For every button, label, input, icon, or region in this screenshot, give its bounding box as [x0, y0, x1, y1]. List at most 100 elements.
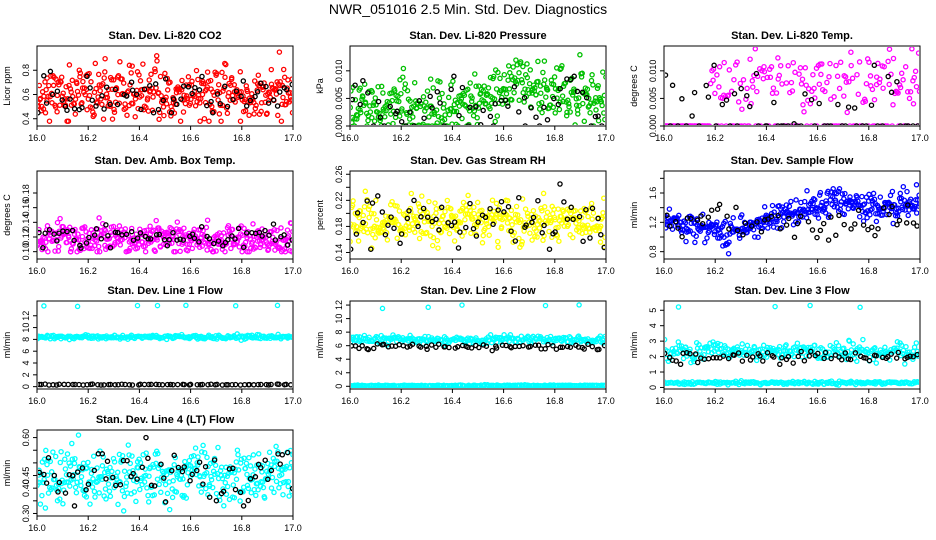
x-tick-label: 16.0	[341, 396, 359, 406]
data-point-reference	[771, 99, 777, 106]
data-point-main	[120, 508, 127, 514]
data-point-main	[566, 103, 572, 110]
data-point-reference	[357, 101, 363, 108]
y-tick-label: 1	[648, 370, 658, 375]
data-point-main	[510, 64, 516, 70]
data-point-main	[92, 494, 98, 500]
data-point-reference	[667, 223, 673, 229]
data-point-main	[423, 229, 430, 236]
data-point-main	[834, 123, 840, 125]
data-point-main	[788, 198, 794, 205]
data-point-reference	[284, 242, 291, 248]
panel-title: Stan. Dev. Li-820 Temp.	[731, 30, 853, 42]
data-point-main	[394, 203, 400, 209]
data-point-main	[180, 476, 186, 482]
data-point-main	[587, 229, 593, 235]
data-point-main	[93, 85, 99, 92]
data-point-reference	[122, 381, 128, 388]
data-point-main	[181, 225, 187, 231]
data-point-main	[289, 248, 292, 255]
y-axis-label: Licor ppm	[2, 66, 12, 106]
data-point-main	[157, 73, 164, 80]
data-point-main	[601, 110, 605, 116]
data-point-reference	[886, 211, 892, 218]
data-point-main	[78, 482, 84, 489]
data-point-reference	[738, 85, 744, 92]
data-point-main	[570, 234, 576, 241]
data-point-main	[906, 95, 913, 102]
data-point-reference	[436, 227, 442, 233]
data-point-main	[95, 243, 102, 250]
data-point-reference	[137, 230, 144, 236]
data-point-reference	[599, 123, 605, 125]
data-point-reference	[860, 222, 867, 228]
x-tick-label: 16.0	[655, 266, 673, 276]
data-point-main	[895, 90, 901, 96]
data-point-main	[57, 496, 63, 502]
data-point-reference	[851, 105, 858, 111]
data-point-reference	[492, 101, 498, 107]
data-point-main	[371, 118, 378, 124]
data-point-main	[909, 47, 915, 52]
y-tick-label: 0.005	[648, 87, 658, 110]
data-point-main	[269, 474, 276, 481]
data-point-reference	[797, 213, 804, 220]
data-point-main	[281, 246, 288, 252]
data-point-main	[544, 209, 551, 216]
data-point-main	[519, 79, 526, 86]
data-point-main	[55, 485, 62, 492]
data-point-baseline	[917, 379, 919, 385]
data-point-reference	[710, 355, 716, 361]
data-point-main	[72, 111, 79, 117]
data-point-reference	[475, 219, 481, 225]
data-point-reference	[490, 221, 496, 228]
data-point-main	[835, 188, 842, 195]
data-point-main	[739, 341, 745, 347]
data-point-outliers	[154, 302, 161, 309]
data-point-main	[366, 203, 373, 210]
data-point-reference	[910, 220, 917, 226]
data-point-reference	[134, 235, 141, 241]
data-point-main	[266, 449, 273, 456]
data-point-reference	[156, 231, 163, 238]
data-point-main	[445, 94, 452, 101]
data-point-main	[98, 474, 105, 480]
data-point-main	[860, 336, 866, 343]
data-point-reference	[50, 382, 56, 388]
data-point-main	[556, 106, 563, 113]
data-point-main	[160, 104, 167, 110]
data-point-main	[596, 227, 602, 234]
data-point-main	[894, 89, 900, 95]
data-point-main	[287, 94, 292, 100]
data-point-main	[361, 332, 368, 339]
data-point-main	[351, 123, 358, 125]
data-point-reference	[156, 381, 162, 388]
data-point-main	[602, 234, 605, 241]
data-point-main	[433, 123, 439, 125]
data-point-main	[730, 123, 736, 125]
data-point-main	[140, 61, 146, 67]
plot-frame	[349, 45, 607, 127]
data-point-reference	[806, 353, 813, 359]
data-point-reference	[198, 224, 205, 230]
data-point-main	[218, 118, 224, 124]
data-point-reference	[587, 235, 593, 241]
x-tick-label: 16.8	[233, 396, 251, 406]
data-point-main	[351, 88, 354, 94]
data-point-main	[541, 58, 548, 64]
data-point-reference	[119, 381, 125, 387]
y-tick-label: 12	[21, 311, 31, 321]
data-point-main	[144, 227, 150, 233]
data-point-main	[66, 62, 73, 68]
data-point-reference	[191, 235, 198, 242]
data-point-main	[552, 110, 558, 116]
data-point-main	[285, 483, 291, 490]
data-point-main	[913, 182, 919, 188]
data-point-main	[739, 212, 745, 218]
data-point-reference	[192, 84, 198, 91]
data-point-reference	[713, 123, 719, 125]
y-tick-label: 0.14	[21, 214, 31, 232]
data-point-main	[124, 112, 130, 119]
data-point-main	[734, 59, 740, 65]
data-point-reference	[246, 381, 253, 388]
